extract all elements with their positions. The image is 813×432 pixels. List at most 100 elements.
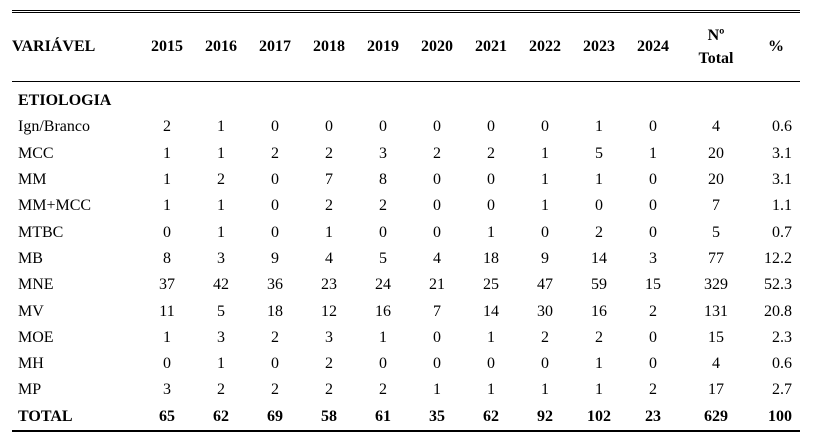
year-value-cell: 65 [140, 403, 194, 432]
year-value-cell: 0 [379, 355, 387, 373]
year-value-cell: 0 [271, 223, 279, 241]
table-header-row: VARIÁVEL 2015 2016 2017 2018 2019 2020 2… [12, 10, 800, 82]
year-value-cell: 1 [163, 197, 171, 215]
year-value-cell: 3 [217, 328, 225, 346]
year-value-cell: 69 [248, 403, 302, 432]
percent-cell: 2.7 [772, 381, 792, 399]
year-value-cell: 5 [379, 249, 387, 267]
etiology-table-container: VARIÁVEL 2015 2016 2017 2018 2019 2020 2… [12, 10, 800, 432]
year-value-cell: 0 [433, 171, 441, 189]
year-value-cell: 0 [541, 118, 549, 136]
year-value-cell: 15 [645, 276, 661, 294]
year-value-cell: 1 [433, 381, 441, 399]
year-value-cell: 2 [649, 302, 657, 320]
year-value-cell: 1 [163, 144, 171, 162]
year-value-cell: 0 [271, 355, 279, 373]
header-year: 2016 [194, 10, 248, 82]
year-value-cell: 0 [433, 328, 441, 346]
year-value-cell: 62 [464, 403, 518, 432]
header-year: 2018 [302, 10, 356, 82]
total-cell: 329 [704, 276, 728, 294]
table-row: MV 11 5 18 12 16 7 14 30 16 2 131 20.8 [12, 298, 800, 324]
percent-cell: 12.2 [764, 249, 792, 267]
year-value-cell: 47 [537, 276, 553, 294]
year-value-cell: 0 [379, 118, 387, 136]
year-value-cell: 35 [410, 403, 464, 432]
year-value-cell: 23 [321, 276, 337, 294]
row-label: MH [18, 355, 44, 373]
year-value-cell: 0 [541, 355, 549, 373]
year-value-cell: 4 [433, 249, 441, 267]
row-label: MNE [18, 276, 54, 294]
section-row: ETIOLOGIA [12, 82, 800, 115]
percent-cell: 3.1 [772, 144, 792, 162]
table-row: MCC 1 1 2 2 3 2 2 1 5 1 20 3.1 [12, 141, 800, 167]
year-value-cell: 2 [379, 197, 387, 215]
percent-cell: 52.3 [764, 276, 792, 294]
year-value-cell: 1 [325, 223, 333, 241]
year-value-cell: 0 [271, 118, 279, 136]
year-value-cell: 2 [433, 144, 441, 162]
year-value-cell: 2 [325, 381, 333, 399]
year-value-cell: 1 [217, 197, 225, 215]
row-label: MB [18, 249, 43, 267]
year-value-cell: 2 [595, 328, 603, 346]
year-value-cell: 1 [487, 381, 495, 399]
year-value-cell: 7 [325, 171, 333, 189]
year-value-cell: 0 [433, 197, 441, 215]
year-value-cell: 1 [595, 381, 603, 399]
year-value-cell: 61 [356, 403, 410, 432]
year-value-cell: 12 [321, 302, 337, 320]
year-value-cell: 2 [487, 144, 495, 162]
year-value-cell: 18 [483, 249, 499, 267]
year-value-cell: 16 [591, 302, 607, 320]
year-value-cell: 36 [267, 276, 283, 294]
year-value-cell: 1 [163, 171, 171, 189]
total-cell: 77 [708, 249, 724, 267]
year-value-cell: 1 [487, 223, 495, 241]
year-value-cell: 0 [433, 355, 441, 373]
total-cell: 131 [704, 302, 728, 320]
year-value-cell: 1 [649, 144, 657, 162]
year-value-cell: 18 [267, 302, 283, 320]
table-row: MTBC 0 1 0 1 0 0 1 0 2 0 5 0.7 [12, 219, 800, 245]
year-value-cell: 9 [541, 249, 549, 267]
year-value-cell: 58 [302, 403, 356, 432]
year-value-cell: 3 [163, 381, 171, 399]
year-value-cell: 8 [379, 171, 387, 189]
year-value-cell: 37 [159, 276, 175, 294]
total-cell: 20 [708, 171, 724, 189]
year-value-cell: 1 [541, 381, 549, 399]
row-label: MV [18, 302, 44, 320]
year-value-cell: 4 [325, 249, 333, 267]
table-row: MM+MCC 1 1 0 2 2 0 0 1 0 0 7 1.1 [12, 193, 800, 219]
year-value-cell: 7 [433, 302, 441, 320]
header-total: Nº Total [680, 10, 752, 82]
total-cell: 5 [712, 223, 720, 241]
year-value-cell: 1 [217, 223, 225, 241]
year-value-cell: 0 [487, 355, 495, 373]
year-value-cell: 0 [649, 197, 657, 215]
row-label: MOE [18, 328, 54, 346]
year-value-cell: 1 [487, 328, 495, 346]
percent-cell: 100 [752, 403, 800, 432]
year-value-cell: 62 [194, 403, 248, 432]
year-value-cell: 0 [541, 223, 549, 241]
year-value-cell: 1 [541, 171, 549, 189]
year-value-cell: 2 [649, 381, 657, 399]
row-label: Ign/Branco [18, 118, 90, 136]
year-value-cell: 2 [379, 381, 387, 399]
header-year: 2015 [140, 10, 194, 82]
year-value-cell: 102 [572, 403, 626, 432]
total-cell: 7 [712, 197, 720, 215]
header-year: 2021 [464, 10, 518, 82]
year-value-cell: 11 [159, 302, 175, 320]
total-row: TOTAL 65 62 69 58 61 35 62 92 102 23 629 100 [12, 403, 800, 432]
year-value-cell: 14 [483, 302, 499, 320]
row-label: TOTAL [12, 403, 140, 432]
row-label: MCC [18, 144, 54, 162]
header-year: 2019 [356, 10, 410, 82]
year-value-cell: 0 [163, 355, 171, 373]
table-row: MB 8 3 9 4 5 4 18 9 14 3 77 12.2 [12, 246, 800, 272]
header-total-line2: Total [698, 50, 734, 67]
